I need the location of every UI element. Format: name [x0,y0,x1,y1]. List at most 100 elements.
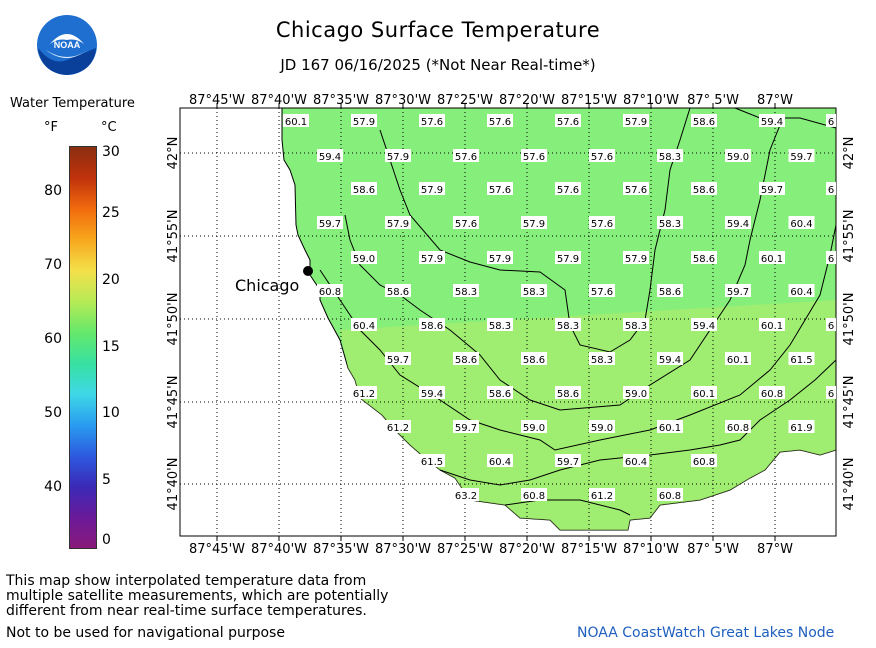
temperature-label: 60.8 [727,423,749,434]
temperature-label-bg [623,251,649,264]
isotherm-contour [319,224,837,451]
temperature-label-bg [385,216,411,229]
temperature-label: 60.4 [790,287,812,298]
temperature-label: 59.4 [761,117,783,128]
temperature-label: 60.1 [761,321,783,332]
temperature-label: 57.6 [591,287,613,298]
temperature-label-bg [351,318,377,331]
temperature-label: 60.8 [523,491,545,502]
temperature-label-bg [589,149,615,162]
top-longitude-label: 87°15'W [561,93,617,108]
credit-text: NOAA CoastWatch Great Lakes Node [577,625,835,641]
temperature-label: 59.4 [421,389,443,400]
temperature-label: 6 [828,185,834,196]
temperature-label-bg [589,284,615,297]
top-longitude-label: 87°25'W [437,93,493,108]
temperature-label: 60.1 [285,117,307,128]
bottom-longitude-label: 87°40'W [251,542,307,557]
temperature-label-bg [788,216,815,229]
temperature-label-bg [555,454,581,467]
temperature-label: 58.6 [659,287,681,298]
temperature-label: 58.6 [353,185,375,196]
legend-c-tick: 30 [102,144,120,160]
logo-text: NOAA [54,40,81,50]
map-subtitle: JD 167 06/16/2025 (*Not Near Real-time*) [280,56,596,74]
top-longitude-label: 87°10'W [623,93,679,108]
temperature-label-bg [691,454,717,467]
temperature-label-bg [788,352,815,365]
temperature-label-bg [623,454,649,467]
temperature-label: 60.1 [693,389,715,400]
temperature-label-bg [521,284,547,297]
right-latitude-label: 41°55'N [842,210,857,263]
temperature-label: 58.6 [387,287,409,298]
temperature-label: 59.4 [693,321,715,332]
temperature-label-bg [725,149,751,162]
disclaimer-line: This map show interpolated temperature d… [6,573,367,589]
temperature-label: 58.3 [455,287,477,298]
temperature-label-bg [826,182,836,195]
temperature-label-bg [691,318,717,331]
temperature-label: 60.1 [659,423,681,434]
bottom-longitude-label: 87°15'W [561,542,617,557]
temperature-label-bg [589,216,615,229]
temperature-label: 59.4 [319,152,341,163]
temperature-label-bg [453,352,479,365]
temperature-label: 58.6 [693,117,715,128]
temperature-label: 61.5 [790,355,812,366]
temperature-label-bg [555,114,581,127]
temperature-label: 58.6 [693,254,715,265]
temperature-label: 57.9 [557,254,579,265]
temperature-label-bg [555,251,581,264]
temperature-label: 57.9 [421,185,443,196]
temperature-label: 63.2 [455,491,477,502]
temperature-label: 59.7 [727,287,749,298]
temperature-label-bg [521,216,547,229]
temperature-label-bg [759,114,785,127]
temperature-label: 58.6 [523,355,545,366]
temperature-label: 61.2 [387,423,409,434]
temperature-label-bg [759,182,785,195]
temperature-label-bg [826,251,836,264]
temperature-label: 61.2 [591,491,613,502]
temperature-label-bg [759,251,785,264]
temperature-label: 58.3 [659,219,681,230]
temperature-label-bg [283,114,309,127]
temperature-label-bg [623,386,649,399]
bottom-longitude-label: 87°35'W [313,542,369,557]
temperature-label-bg [589,488,615,501]
legend-f-tick: 80 [44,183,62,199]
temperature-label-bg [657,216,683,229]
bottom-longitude-label: 87°20'W [499,542,555,557]
legend-unit-f: °F [44,120,58,135]
temperature-label: 57.9 [387,219,409,230]
temperature-label-bg [453,216,479,229]
temperature-label-bg [487,251,513,264]
temperature-label-bg [419,386,445,399]
temperature-label: 6 [828,254,834,265]
navigation-warning: Not to be used for navigational purpose [6,625,285,641]
top-longitude-label: 87°W [757,93,793,108]
city-label: Chicago [235,276,299,295]
temperature-label: 59.7 [790,152,812,163]
temperature-label: 59.7 [387,355,409,366]
legend-f-tick: 40 [44,479,62,495]
legend-unit-c: °C [101,120,117,135]
legend-c-tick: 20 [102,272,120,288]
temperature-label-bg [453,149,479,162]
temperature-label-bg [623,114,649,127]
temperature-label: 57.6 [489,117,511,128]
temperature-label-bg [826,114,836,127]
legend-title: Water Temperature [10,96,135,111]
temperature-label: 60.8 [319,287,341,298]
bottom-longitude-label: 87°30'W [375,542,431,557]
bottom-longitude-label: 87°45'W [189,542,245,557]
temperature-label-bg [419,318,445,331]
temperature-label-bg [385,149,411,162]
bottom-longitude-label: 87°25'W [437,542,493,557]
temperature-label-bg [623,182,649,195]
temperature-label-bg [487,454,513,467]
temperature-label: 58.3 [591,355,613,366]
legend-f-tick: 60 [44,331,62,347]
